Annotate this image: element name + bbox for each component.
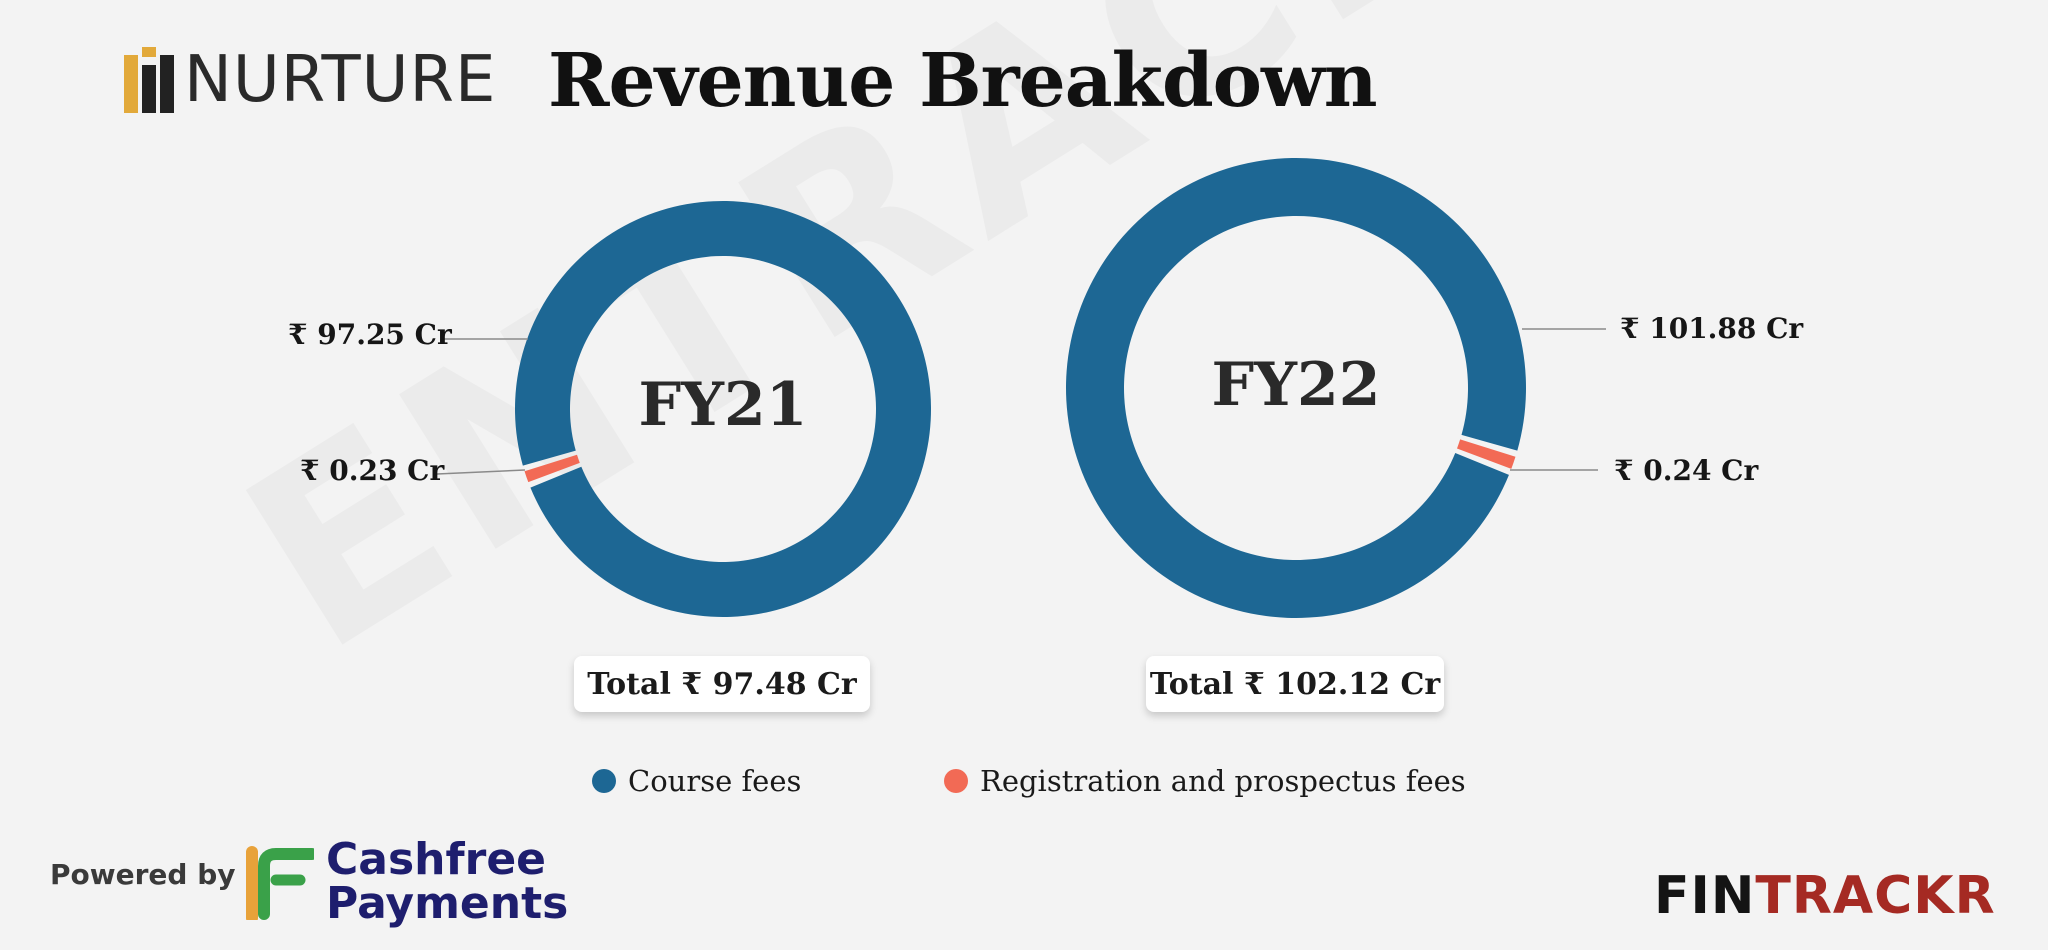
fy21-center-label: FY21 [638, 370, 808, 440]
fy22-total: Total ₹ 102.12 Cr [1146, 656, 1444, 712]
nurture-logo: NURTURE [124, 40, 496, 120]
fy22-course-fees-value: ₹ 101.88 Cr [1620, 312, 1804, 345]
fy21-registration-fees-slice [524, 454, 580, 483]
legend-registration-fees-swatch [944, 769, 968, 793]
legend-registration-fees: Registration and prospectus fees [944, 764, 1466, 798]
cashfree-logo-icon [246, 846, 314, 920]
powered-by-label: Powered by [50, 858, 236, 891]
fintrackr-logo: FINTRACKR [1654, 866, 1996, 926]
nurture-logo-text: NURTURE [184, 43, 497, 117]
cashfree-logo-line2: Payments [326, 878, 569, 929]
nurture-logo-mark [124, 47, 184, 113]
cashfree-logo-text: Cashfree Payments [326, 838, 568, 926]
fintrackr-logo-part2: TRACKR [1755, 866, 1996, 926]
legend-course-fees-swatch [592, 769, 616, 793]
legend-course-fees-label: Course fees [628, 764, 802, 798]
fy22-center-label: FY22 [1211, 350, 1381, 420]
legend-course-fees: Course fees [592, 764, 801, 798]
fy21-registration-fees-value: ₹ 0.23 Cr [300, 454, 445, 487]
fy21-registration-fees-leader [436, 469, 526, 475]
legend-registration-fees-label: Registration and prospectus fees [980, 764, 1466, 798]
fy21-course-fees-value: ₹ 97.25 Cr [288, 318, 452, 351]
fy22-registration-fees-value: ₹ 0.24 Cr [1614, 454, 1759, 487]
fy21-total: Total ₹ 97.48 Cr [574, 656, 870, 712]
cashfree-logo-line1: Cashfree [326, 834, 547, 885]
page-title: Revenue Breakdown [548, 38, 1378, 124]
fy22-registration-fees-slice [1457, 439, 1516, 469]
cashfree-logo: Cashfree Payments [240, 838, 568, 926]
fintrackr-logo-part1: FIN [1654, 866, 1756, 926]
